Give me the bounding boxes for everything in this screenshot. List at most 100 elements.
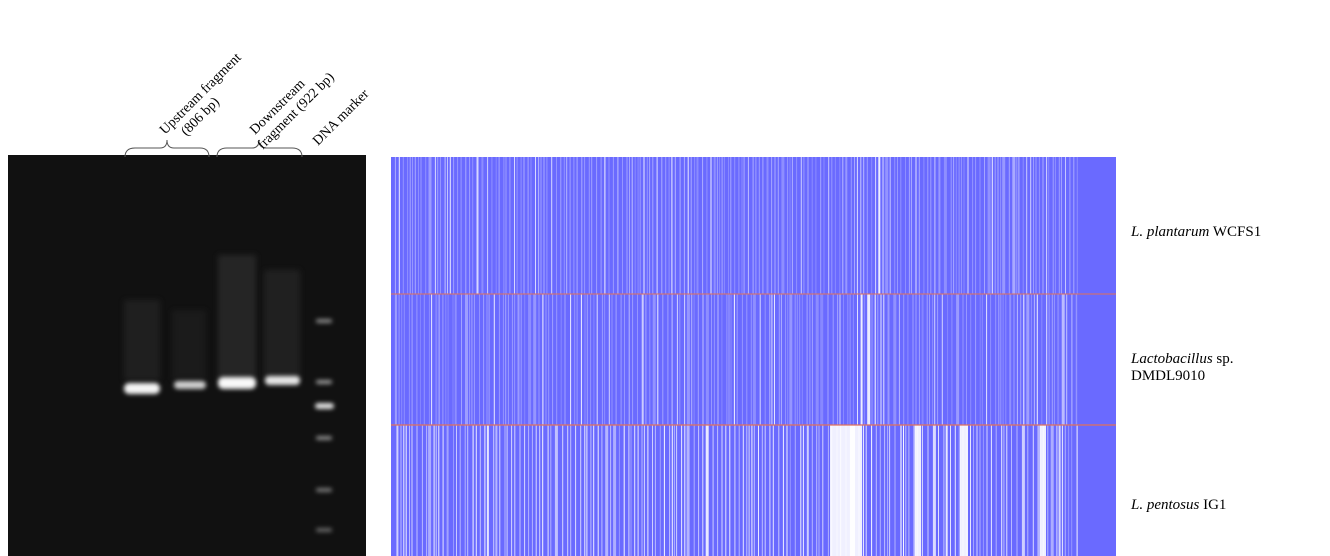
alignment-stripe [564, 294, 566, 425]
alignment-stripe [641, 294, 644, 425]
alignment-stripe [407, 157, 409, 294]
alignment-stripe [839, 294, 841, 425]
alignment-stripe [622, 157, 623, 294]
alignment-stripe [970, 425, 971, 556]
alignment-stripe [747, 157, 749, 294]
alignment-stripe [694, 157, 696, 294]
alignment-stripe [997, 157, 999, 294]
alignment-stripe [414, 157, 416, 294]
alignment-stripe [535, 157, 536, 294]
strain-label-pentosus: L. pentosus IG1 [1131, 497, 1226, 514]
alignment-stripe [736, 294, 738, 425]
alignment-stripe [486, 425, 489, 556]
alignment-stripe [832, 294, 834, 425]
alignment-stripe [811, 157, 813, 294]
alignment-stripe [601, 294, 603, 425]
alignment-stripe [702, 294, 704, 425]
alignment-stripe [505, 294, 507, 425]
alignment-stripe [1047, 425, 1049, 556]
alignment-stripe [1042, 157, 1044, 294]
alignment-stripe [879, 425, 881, 556]
alignment-stripe [686, 425, 690, 556]
alignment-stripe [874, 294, 876, 425]
alignment-stripe [546, 157, 548, 294]
alignment-stripe [1033, 294, 1035, 425]
alignment-stripe [656, 157, 658, 294]
alignment-stripe [439, 157, 441, 294]
alignment-stripe [818, 425, 820, 556]
gel-band-upstream-1 [124, 383, 160, 394]
alignment-stripe [778, 294, 780, 425]
alignment-stripe [738, 425, 740, 556]
alignment-stripe [593, 294, 595, 425]
alignment-stripe [511, 294, 513, 425]
alignment-stripe [721, 294, 723, 425]
alignment-stripe [623, 425, 625, 556]
marker-band [315, 403, 334, 409]
alignment-stripe [673, 425, 675, 556]
alignment-stripe [570, 425, 572, 556]
alignment-stripe [629, 157, 630, 294]
alignment-stripe [991, 157, 993, 294]
alignment-stripe [402, 157, 404, 294]
alignment-stripe [563, 157, 565, 294]
alignment-stripe [411, 425, 413, 556]
alignment-stripe [764, 425, 766, 556]
alignment-stripe [566, 157, 568, 294]
alignment-stripe [696, 157, 699, 294]
alignment-stripe [1011, 425, 1012, 556]
marker-band [316, 436, 332, 440]
alignment-stripe [742, 425, 744, 556]
alignment-stripe [753, 425, 755, 556]
alignment-stripe [882, 157, 885, 294]
alignment-stripe [520, 294, 522, 425]
alignment-stripe [690, 157, 692, 294]
alignment-stripe [464, 425, 466, 556]
alignment-stripe [758, 157, 760, 294]
alignment-stripe [894, 425, 896, 556]
alignment-stripe [850, 157, 852, 294]
alignment-stripe [1020, 294, 1022, 425]
alignment-stripe [611, 294, 613, 425]
alignment-stripe [590, 294, 592, 425]
alignment-stripe [528, 294, 532, 425]
alignment-stripe [1071, 425, 1073, 556]
alignment-stripe [596, 157, 598, 294]
alignment-stripe [1050, 425, 1054, 556]
gel-band-downstream-2 [265, 376, 300, 385]
alignment-stripe [860, 157, 862, 294]
alignment-stripe [863, 157, 865, 294]
alignment-tail [1078, 157, 1116, 294]
alignment-stripe [580, 425, 582, 556]
alignment-stripe [548, 294, 550, 425]
alignment-stripe [1023, 294, 1025, 425]
alignment-stripe [849, 294, 851, 425]
alignment-stripe [958, 425, 961, 556]
alignment-stripe [418, 157, 419, 294]
alignment-stripe [467, 425, 469, 556]
alignment-stripe [1036, 294, 1038, 425]
strain: DMDL9010 [1131, 368, 1206, 384]
alignment-stripe [705, 425, 709, 556]
alignment-stripe [1076, 157, 1078, 294]
alignment-stripe [530, 157, 532, 294]
alignment-stripe [697, 294, 699, 425]
alignment-stripe [401, 294, 403, 425]
alignment-stripe [1038, 157, 1040, 294]
alignment-stripe [543, 157, 545, 294]
alignment-stripe [1027, 425, 1029, 556]
alignment-stripe [591, 157, 593, 294]
alignment-stripe [831, 157, 833, 294]
alignment-stripe [746, 294, 748, 425]
alignment-stripe [918, 294, 920, 425]
alignment-stripe [777, 157, 779, 294]
alignment-stripe [1041, 294, 1043, 425]
alignment-stripe [1048, 294, 1050, 425]
alignment-stripe [730, 157, 732, 294]
alignment-stripe [806, 425, 809, 556]
alignment-stripe [446, 425, 449, 556]
alignment-stripe [995, 294, 997, 425]
alignment-stripe [498, 157, 500, 294]
alignment-stripe [586, 425, 588, 556]
alignment-stripe [516, 157, 518, 294]
